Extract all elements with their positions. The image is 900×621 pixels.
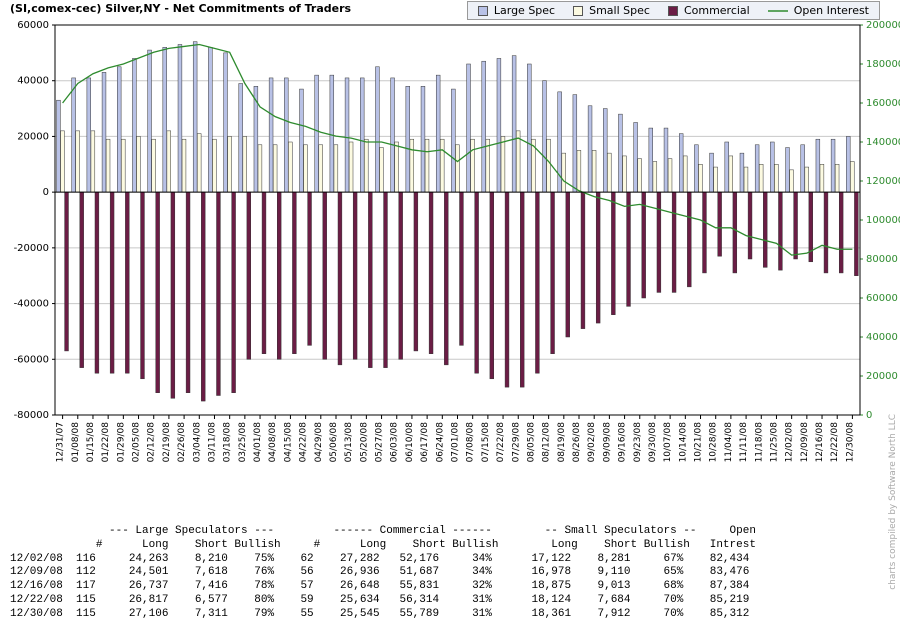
svg-text:10/28/08: 10/28/08 xyxy=(709,422,719,463)
svg-text:200000: 200000 xyxy=(866,20,900,31)
svg-text:05/13/08: 05/13/08 xyxy=(344,422,354,463)
svg-text:01/29/08: 01/29/08 xyxy=(116,422,126,463)
svg-text:07/15/08: 07/15/08 xyxy=(481,422,491,463)
svg-text:40000: 40000 xyxy=(866,332,898,343)
svg-text:04/29/08: 04/29/08 xyxy=(314,422,324,463)
svg-text:10/21/08: 10/21/08 xyxy=(694,422,704,463)
svg-text:02/19/08: 02/19/08 xyxy=(162,422,172,463)
svg-text:10/07/08: 10/07/08 xyxy=(663,422,673,463)
svg-text:08/12/08: 08/12/08 xyxy=(542,422,552,463)
svg-text:06/10/08: 06/10/08 xyxy=(405,422,415,463)
svg-text:11/04/08: 11/04/08 xyxy=(724,422,734,463)
svg-text:09/09/08: 09/09/08 xyxy=(602,422,612,463)
svg-text:12/22/08: 12/22/08 xyxy=(830,422,840,463)
svg-text:60000: 60000 xyxy=(17,20,49,31)
svg-text:01/15/08: 01/15/08 xyxy=(86,422,96,463)
legend-label: Small Spec xyxy=(589,4,650,17)
commitments-table: --- Large Speculators --- ------ Commerc… xyxy=(10,525,756,621)
svg-text:140000: 140000 xyxy=(866,137,900,148)
legend-swatch xyxy=(478,6,488,16)
legend-item-open_interest: Open Interest xyxy=(768,4,869,17)
svg-text:06/03/08: 06/03/08 xyxy=(390,422,400,463)
svg-text:06/24/08: 06/24/08 xyxy=(435,422,445,463)
svg-text:05/27/08: 05/27/08 xyxy=(375,422,385,463)
legend-item-large_spec: Large Spec xyxy=(478,4,555,17)
svg-text:12/09/08: 12/09/08 xyxy=(800,422,810,463)
svg-text:05/06/08: 05/06/08 xyxy=(329,422,339,463)
chart-title: (SI,comex-cec) Silver,NY - Net Commitmen… xyxy=(10,2,351,15)
svg-text:02/26/08: 02/26/08 xyxy=(177,422,187,463)
svg-text:07/22/08: 07/22/08 xyxy=(496,422,506,463)
svg-text:0: 0 xyxy=(43,187,49,198)
svg-text:04/15/08: 04/15/08 xyxy=(283,422,293,463)
svg-text:11/11/08: 11/11/08 xyxy=(739,422,749,463)
legend-swatch xyxy=(573,6,583,16)
legend-label: Commercial xyxy=(684,4,750,17)
svg-text:160000: 160000 xyxy=(866,98,900,109)
svg-text:12/31/07: 12/31/07 xyxy=(56,422,66,462)
svg-text:05/20/08: 05/20/08 xyxy=(359,422,369,463)
svg-text:02/05/08: 02/05/08 xyxy=(132,422,142,463)
legend-line-icon xyxy=(768,6,788,16)
svg-text:07/29/08: 07/29/08 xyxy=(511,422,521,463)
svg-text:08/05/08: 08/05/08 xyxy=(526,422,536,463)
svg-text:07/08/08: 07/08/08 xyxy=(466,422,476,463)
svg-text:04/08/08: 04/08/08 xyxy=(268,422,278,463)
svg-text:120000: 120000 xyxy=(866,176,900,187)
svg-text:10/14/08: 10/14/08 xyxy=(678,422,688,463)
svg-text:11/18/08: 11/18/08 xyxy=(754,422,764,463)
legend-item-commercial: Commercial xyxy=(668,4,750,17)
svg-text:80000: 80000 xyxy=(866,254,898,265)
svg-text:12/16/08: 12/16/08 xyxy=(815,422,825,463)
svg-text:04/01/08: 04/01/08 xyxy=(253,422,263,463)
svg-text:12/30/08: 12/30/08 xyxy=(845,422,855,463)
svg-text:-60000: -60000 xyxy=(14,354,49,365)
svg-text:09/16/08: 09/16/08 xyxy=(618,422,628,463)
svg-text:06/17/08: 06/17/08 xyxy=(420,422,430,463)
svg-text:09/02/08: 09/02/08 xyxy=(587,422,597,463)
legend-label: Open Interest xyxy=(794,4,869,17)
svg-text:03/11/08: 03/11/08 xyxy=(207,422,217,463)
svg-text:-40000: -40000 xyxy=(14,299,49,310)
svg-text:08/19/08: 08/19/08 xyxy=(557,422,567,463)
svg-text:180000: 180000 xyxy=(866,59,900,70)
legend-swatch xyxy=(668,6,678,16)
svg-text:-20000: -20000 xyxy=(14,243,49,254)
svg-text:08/26/08: 08/26/08 xyxy=(572,422,582,463)
svg-text:100000: 100000 xyxy=(866,215,900,226)
svg-text:03/18/08: 03/18/08 xyxy=(223,422,233,463)
svg-text:20000: 20000 xyxy=(866,371,898,382)
svg-text:40000: 40000 xyxy=(17,76,49,87)
svg-text:04/22/08: 04/22/08 xyxy=(299,422,309,463)
svg-text:01/08/08: 01/08/08 xyxy=(71,422,81,463)
svg-text:20000: 20000 xyxy=(17,131,49,142)
chart-plot: -80000-60000-40000-200000200004000060000… xyxy=(55,20,860,480)
svg-text:03/04/08: 03/04/08 xyxy=(192,422,202,463)
svg-text:07/01/08: 07/01/08 xyxy=(451,422,461,463)
svg-text:01/22/08: 01/22/08 xyxy=(101,422,111,463)
svg-text:11/25/08: 11/25/08 xyxy=(769,422,779,463)
legend-item-small_spec: Small Spec xyxy=(573,4,650,17)
svg-text:60000: 60000 xyxy=(866,293,898,304)
svg-text:03/25/08: 03/25/08 xyxy=(238,422,248,463)
svg-text:02/12/08: 02/12/08 xyxy=(147,422,157,463)
svg-text:0: 0 xyxy=(866,410,872,421)
svg-text:09/30/08: 09/30/08 xyxy=(648,422,658,463)
plot-svg: -80000-60000-40000-200000200004000060000… xyxy=(55,20,860,480)
legend-label: Large Spec xyxy=(494,4,555,17)
svg-text:12/02/08: 12/02/08 xyxy=(785,422,795,463)
svg-text:-80000: -80000 xyxy=(14,410,49,421)
legend: Large Spec Small Spec Commercial Open Inter… xyxy=(467,1,880,20)
svg-text:09/23/08: 09/23/08 xyxy=(633,422,643,463)
credit-text: charts compiled by Software North LLC xyxy=(888,414,898,590)
